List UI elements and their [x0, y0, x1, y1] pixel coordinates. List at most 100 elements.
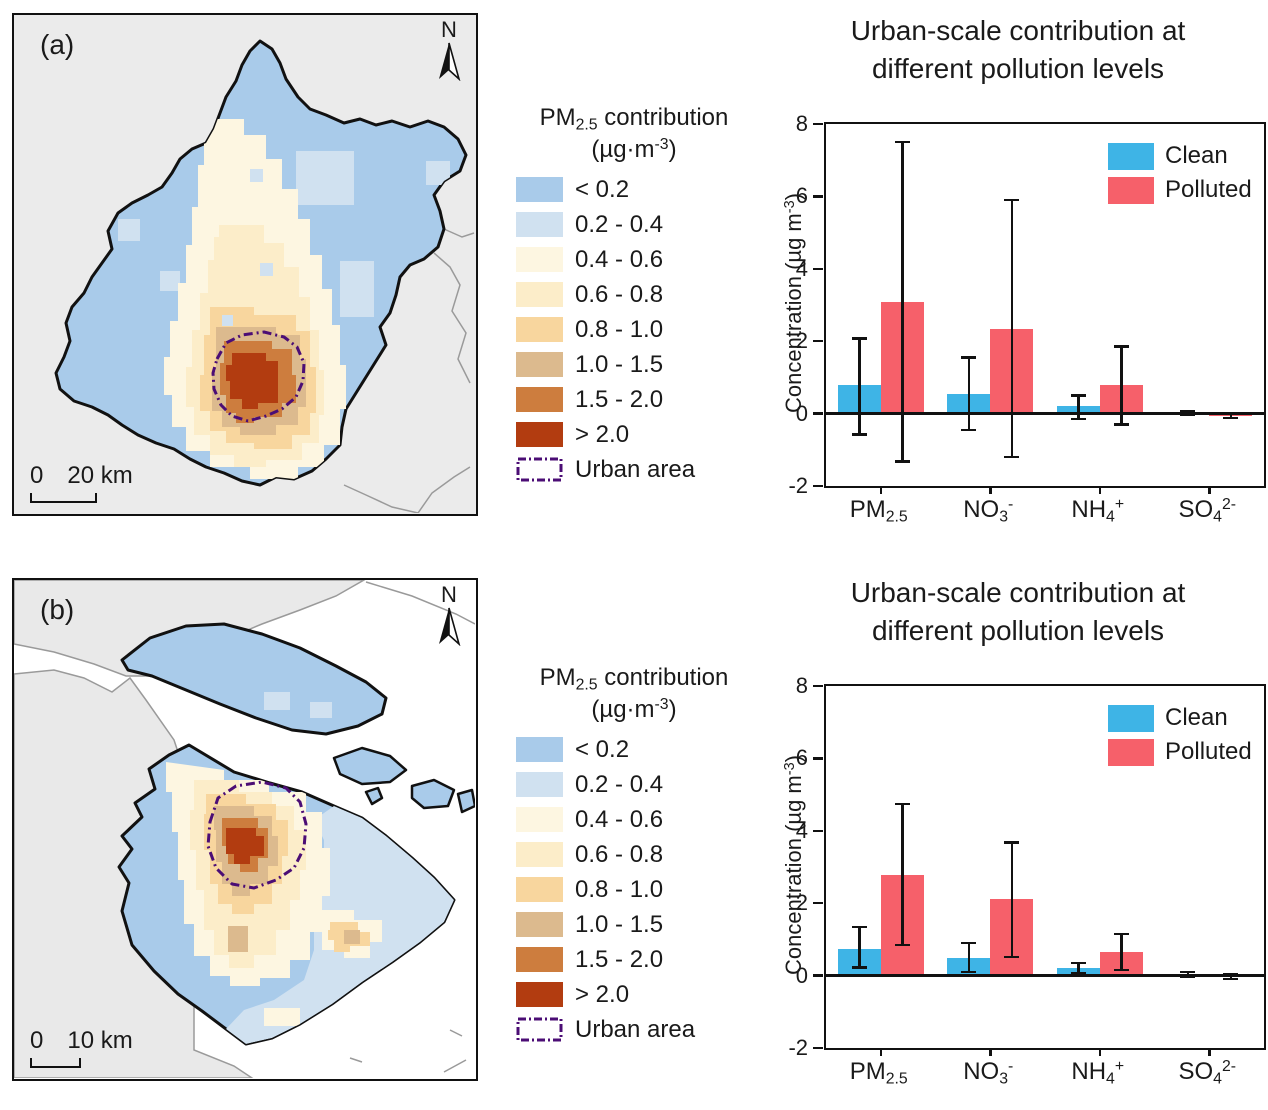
- small-island: [332, 746, 408, 786]
- legend-urban-label: Urban area: [575, 1015, 696, 1043]
- legend-swatch-bin7: [516, 982, 563, 1008]
- chart-title: Urban-scale contribution at different po…: [850, 577, 1186, 646]
- error-bar-cap: [894, 943, 910, 947]
- error-bar-cap: [961, 941, 977, 945]
- x-category-label: PM2.5: [849, 496, 908, 526]
- legend-swatch-bin5: [516, 352, 563, 378]
- legend-item-label: 0.8 - 1.0: [575, 875, 664, 903]
- small-island: [410, 778, 456, 810]
- y-tick: [813, 122, 823, 126]
- compass-arrow-icon: [439, 42, 461, 82]
- legend-swatch-bin3: [516, 282, 563, 308]
- compass-arrow-icon: [439, 607, 461, 647]
- legend-swatch-clean: [1108, 142, 1154, 170]
- map-panel-beijing: (a) N 0 20 km: [12, 13, 478, 516]
- error-bar-cap: [1070, 961, 1086, 965]
- legend-item-label: 0.4 - 0.6: [575, 245, 664, 273]
- y-tick-label: 6: [795, 183, 808, 209]
- x-category-label: NH4+: [1071, 1058, 1125, 1088]
- scale-bracket: [30, 1058, 81, 1068]
- scale-distance: 20 km: [67, 462, 133, 489]
- legend-item-label: < 0.2: [575, 735, 630, 763]
- y-tick: [813, 339, 823, 343]
- x-tick: [1098, 486, 1101, 494]
- north-label: N: [441, 17, 457, 42]
- neighbor-border-line: [433, 252, 471, 384]
- legend-item-label: 0.2 - 0.4: [575, 770, 664, 798]
- panel-label: (a): [40, 29, 75, 60]
- x-tick: [989, 1048, 992, 1056]
- legend-swatch-bin1: [516, 212, 563, 238]
- x-axis-labels: PM2.5 NO3- NH4+ SO42-: [824, 1058, 1262, 1100]
- legend-swatch-bin4: [516, 317, 563, 343]
- legend-item-urban-area: Urban area: [516, 1015, 768, 1043]
- y-tick-label: -2: [788, 473, 808, 498]
- y-tick: [813, 829, 823, 833]
- error-bar: [1010, 842, 1013, 958]
- chongming-island: [120, 622, 388, 736]
- chart-legend-label: Polluted: [1165, 176, 1252, 203]
- legend-swatch-bin3: [516, 842, 563, 868]
- legend-items: < 0.2 0.2 - 0.4 0.4 - 0.6 0.6 - 0.8 0.8 - 1.…: [500, 735, 768, 1043]
- legend-title: PM2.5 contribution (µg·m-3): [539, 104, 729, 163]
- error-bar-cap: [1180, 970, 1196, 974]
- legend-swatch-bin0: [516, 177, 563, 203]
- error-bar-cap: [1004, 198, 1020, 202]
- error-bar: [1010, 200, 1013, 458]
- error-bar-cap: [1180, 975, 1196, 978]
- legend-item: 1.5 - 2.0: [516, 385, 768, 413]
- error-bar-cap: [1180, 410, 1196, 413]
- y-tick: [813, 757, 823, 760]
- error-bar-cap: [1113, 423, 1129, 426]
- x-category-label: NO3-: [963, 1058, 1014, 1088]
- y-tick-label: 8: [795, 111, 808, 136]
- legend-item: 1.5 - 2.0: [516, 945, 768, 973]
- legend-urban-label: Urban area: [575, 455, 696, 483]
- scale-bracket: [30, 493, 97, 503]
- error-bar-cap: [894, 140, 910, 144]
- x-category-label: SO42-: [1178, 496, 1237, 526]
- legend-item-label: 0.6 - 0.8: [575, 840, 664, 868]
- chart-legend-label: Clean: [1165, 142, 1228, 169]
- legend-item-label: < 0.2: [575, 175, 630, 203]
- small-island: [364, 786, 384, 806]
- x-category-label: PM2.5: [849, 1058, 908, 1088]
- legend-item-label: 1.5 - 2.0: [575, 945, 664, 973]
- chart-legend-label: Clean: [1165, 704, 1228, 731]
- legend-item: 0.4 - 0.6: [516, 245, 768, 273]
- error-bar-cap: [851, 966, 867, 969]
- y-tick-label: 4: [795, 255, 808, 281]
- legend-item-label: > 2.0: [575, 980, 630, 1008]
- north-arrow: N: [432, 19, 466, 86]
- error-bar: [1077, 962, 1080, 974]
- legend-item-label: 1.5 - 2.0: [575, 385, 664, 413]
- legend-item-label: > 2.0: [575, 420, 630, 448]
- legend-item: 0.8 - 1.0: [516, 316, 768, 343]
- error-bar-cap: [961, 356, 977, 359]
- error-bar-cap: [1004, 955, 1020, 959]
- error-bar: [967, 943, 970, 972]
- chart-legend-item: Clean: [1108, 704, 1252, 732]
- legend-swatch-bin6: [516, 947, 563, 973]
- y-tick-label: 0: [795, 400, 808, 426]
- y-tick-label: -2: [788, 1035, 808, 1060]
- error-bar-cap: [894, 802, 910, 806]
- chart-legend-item: Clean: [1108, 142, 1252, 170]
- x-category-label: SO42-: [1178, 1058, 1237, 1088]
- legend-item: 1.0 - 1.5: [516, 351, 768, 378]
- legend-item-label: 1.0 - 1.5: [575, 910, 664, 938]
- error-bar-cap: [1113, 345, 1129, 348]
- legend-item: > 2.0: [516, 980, 768, 1008]
- legend-swatch-bin5: [516, 912, 563, 938]
- error-bar-cap: [851, 433, 867, 436]
- small-island: [456, 788, 475, 814]
- y-tick-label: 2: [795, 890, 808, 916]
- scale-distance: 10 km: [67, 1027, 133, 1054]
- legend-swatch-bin1: [516, 772, 563, 798]
- x-tick: [1208, 1048, 1211, 1056]
- error-bar: [1120, 933, 1123, 971]
- north-arrow: N: [432, 584, 466, 651]
- bar-chart-shanghai: Urban-scale contribution at different po…: [770, 570, 1266, 1110]
- panel-label: (b): [40, 594, 75, 625]
- x-category-label: NH4+: [1071, 496, 1125, 526]
